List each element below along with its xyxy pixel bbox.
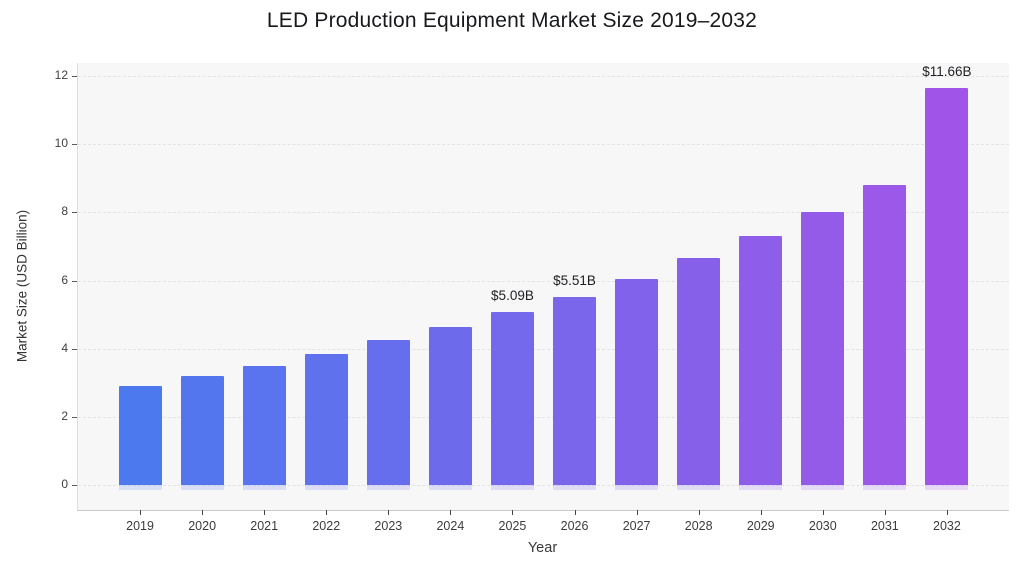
- x-tick-mark: [326, 510, 328, 515]
- y-tick-mark: [72, 76, 77, 78]
- bar[interactable]: [553, 297, 597, 485]
- bar[interactable]: [739, 236, 783, 485]
- y-tick-mark: [72, 144, 77, 146]
- bar[interactable]: [304, 353, 348, 485]
- bar[interactable]: [428, 326, 472, 485]
- bar[interactable]: [180, 375, 224, 485]
- bar[interactable]: [242, 365, 286, 485]
- bar-base-shadow: [366, 485, 410, 490]
- y-tick-label: 0: [61, 477, 68, 491]
- x-tick-mark: [884, 510, 886, 515]
- y-tick-mark: [72, 348, 77, 350]
- bar-base-shadow: [304, 485, 348, 490]
- bar[interactable]: [801, 212, 845, 485]
- bar-value-label: $5.51B: [553, 273, 596, 289]
- x-tick-label: 2023: [374, 519, 403, 533]
- bar[interactable]: [863, 185, 907, 485]
- x-tick-mark: [264, 510, 266, 515]
- x-tick-mark: [698, 510, 700, 515]
- x-tick-mark: [202, 510, 204, 515]
- x-tick-label: 2026: [560, 519, 589, 533]
- x-tick-label: 2024: [436, 519, 465, 533]
- x-tick-label: 2032: [933, 519, 961, 533]
- bar-value-label: $11.66B: [922, 63, 972, 79]
- chart-title: LED Production Equipment Market Size 201…: [266, 9, 758, 32]
- bar-base-shadow: [615, 485, 659, 490]
- y-tick-label: 12: [54, 68, 68, 83]
- bar-base-shadow: [863, 485, 907, 490]
- y-tick-mark: [72, 280, 77, 282]
- bar-base-shadow: [242, 485, 286, 490]
- gridline: [78, 348, 1009, 350]
- x-tick-mark: [760, 510, 762, 515]
- gridline: [78, 485, 1009, 486]
- bar-base-shadow: [925, 485, 969, 490]
- gridline: [78, 144, 1009, 146]
- bar-base-shadow: [118, 485, 162, 490]
- gridline: [78, 280, 1009, 282]
- y-tick-label: 6: [61, 272, 68, 287]
- bar[interactable]: [366, 340, 410, 485]
- x-tick-label: 2031: [870, 519, 899, 533]
- x-tick-mark: [512, 510, 514, 515]
- y-tick-label: 4: [61, 340, 68, 355]
- x-tick-label: 2029: [746, 519, 775, 533]
- bar-base-shadow: [677, 485, 721, 490]
- plot-area: 0 2 4 6 8 10 12 2019 2020 2021 2022 2023 2024 $5.09B 2…: [55, 63, 1009, 533]
- bar[interactable]: [677, 258, 721, 485]
- bar[interactable]: [118, 386, 162, 485]
- bar-value-label: $5.09B: [491, 287, 534, 303]
- bar-base-shadow: [428, 485, 472, 490]
- bar-base-shadow: [553, 485, 597, 490]
- gridline: [78, 416, 1009, 418]
- x-tick-label: 2019: [126, 519, 154, 533]
- x-tick-mark: [388, 510, 390, 515]
- x-tick-label: 2030: [808, 519, 837, 533]
- gridline: [78, 212, 1009, 214]
- x-tick-mark: [946, 510, 948, 515]
- bar-base-shadow: [490, 485, 534, 490]
- x-tick-mark: [822, 510, 824, 515]
- y-tick-label: 10: [54, 136, 68, 151]
- x-tick-label: 2027: [622, 519, 651, 533]
- bar-base-shadow: [180, 485, 224, 490]
- x-tick-label: 2022: [312, 519, 341, 533]
- x-tick-label: 2025: [498, 519, 527, 533]
- bar-base-shadow: [739, 485, 783, 490]
- y-tick-label: 8: [61, 204, 68, 219]
- bar[interactable]: [490, 311, 534, 485]
- y-tick-mark: [72, 485, 77, 486]
- x-tick-label: 2021: [250, 519, 279, 533]
- x-tick-mark: [574, 510, 576, 515]
- y-tick-mark: [72, 212, 77, 214]
- x-tick-mark: [140, 510, 142, 515]
- bar[interactable]: [615, 278, 659, 485]
- gridline: [78, 76, 1009, 78]
- x-tick-label: 2020: [188, 519, 217, 533]
- bar[interactable]: [925, 87, 969, 485]
- bar-base-shadow: [801, 485, 845, 490]
- y-tick-label: 2: [61, 408, 68, 423]
- y-tick-mark: [72, 416, 77, 418]
- x-axis-title: Year: [527, 540, 558, 556]
- x-tick-mark: [636, 510, 638, 515]
- x-tick-mark: [450, 510, 452, 515]
- x-tick-label: 2028: [684, 519, 713, 533]
- y-axis-title: Market Size (USD Billion): [14, 209, 30, 363]
